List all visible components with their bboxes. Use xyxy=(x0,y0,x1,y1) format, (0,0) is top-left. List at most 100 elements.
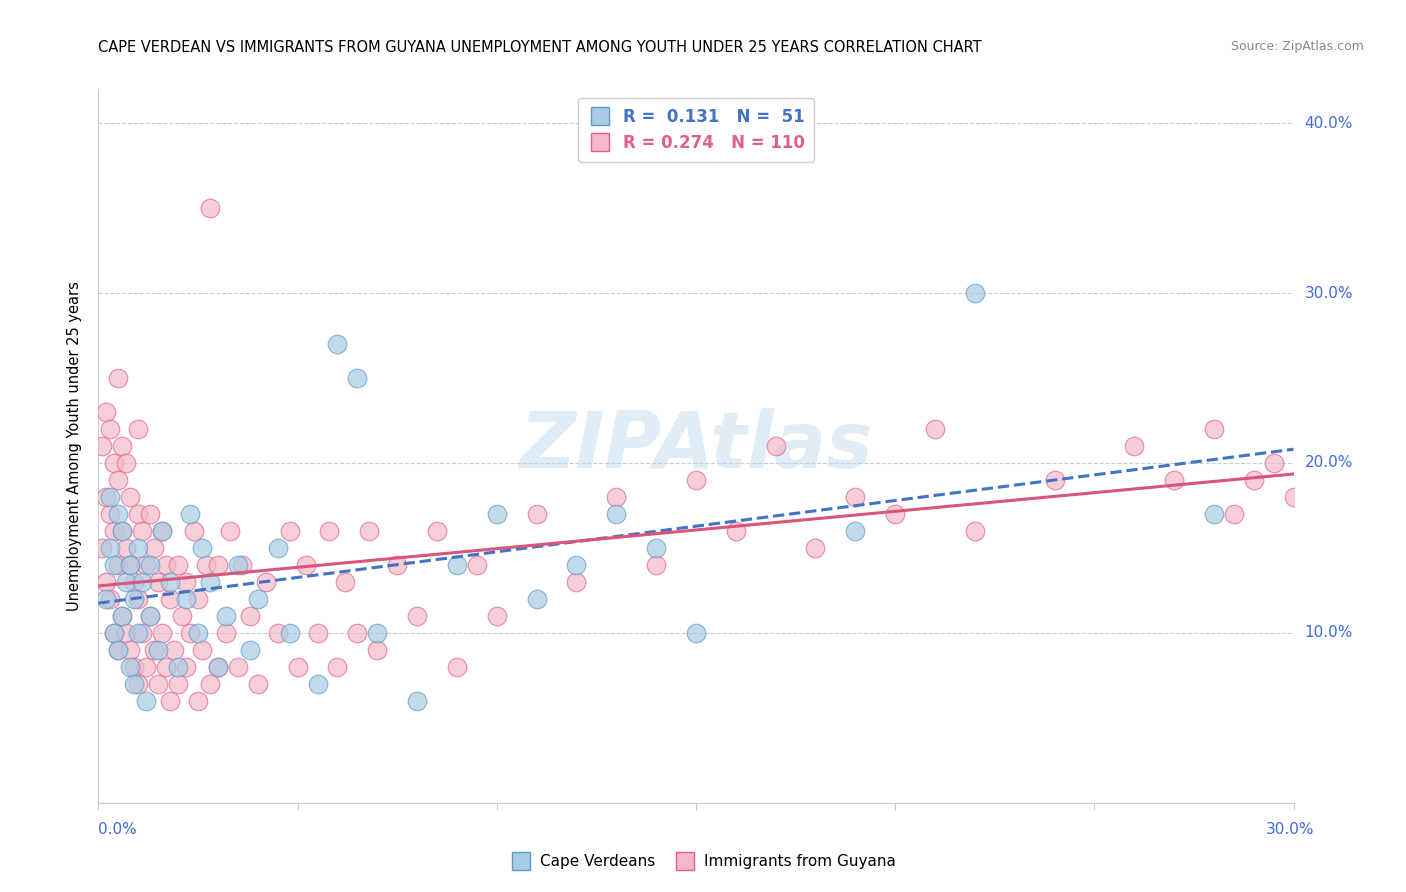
Point xyxy=(239,608,262,623)
Point xyxy=(150,626,173,640)
Point xyxy=(163,643,186,657)
Point xyxy=(1243,473,1265,487)
Point xyxy=(844,490,866,504)
Point xyxy=(135,694,157,708)
Point xyxy=(246,591,269,606)
Point xyxy=(98,591,122,606)
Point xyxy=(1123,439,1146,453)
Point xyxy=(120,558,142,572)
Point xyxy=(685,473,707,487)
Point xyxy=(1222,507,1246,521)
Point xyxy=(924,422,946,436)
Point xyxy=(107,507,129,521)
Point xyxy=(139,558,162,572)
Point xyxy=(565,574,588,589)
Point xyxy=(111,439,134,453)
Point xyxy=(172,608,194,623)
Text: ZIPAtlas: ZIPAtlas xyxy=(519,408,873,484)
Point xyxy=(246,677,269,691)
Point xyxy=(226,660,249,674)
Point xyxy=(131,574,153,589)
Point xyxy=(1263,456,1285,470)
Point xyxy=(231,558,253,572)
Point xyxy=(131,524,153,538)
Point xyxy=(96,490,118,504)
Point xyxy=(187,591,209,606)
Point xyxy=(485,507,508,521)
Point xyxy=(183,524,205,538)
Point xyxy=(326,337,349,351)
Legend: R =  0.131   N =  51, R = 0.274   N = 110: R = 0.131 N = 51, R = 0.274 N = 110 xyxy=(578,97,814,161)
Point xyxy=(115,574,138,589)
Point xyxy=(326,660,349,674)
Point xyxy=(318,524,340,538)
Point xyxy=(155,660,177,674)
Point xyxy=(1202,422,1225,436)
Point xyxy=(103,558,125,572)
Point xyxy=(167,677,190,691)
Point xyxy=(127,591,149,606)
Point xyxy=(605,490,627,504)
Point xyxy=(148,677,170,691)
Point xyxy=(645,558,668,572)
Point xyxy=(150,524,173,538)
Point xyxy=(179,626,201,640)
Point xyxy=(465,558,488,572)
Point xyxy=(1302,439,1324,453)
Point xyxy=(98,507,122,521)
Point xyxy=(366,626,388,640)
Point xyxy=(526,591,548,606)
Point xyxy=(884,507,907,521)
Point xyxy=(107,371,129,385)
Point xyxy=(150,524,173,538)
Point xyxy=(446,558,468,572)
Point xyxy=(174,574,197,589)
Point xyxy=(148,574,170,589)
Point xyxy=(267,541,290,555)
Point xyxy=(485,608,508,623)
Point xyxy=(124,660,146,674)
Point xyxy=(127,626,149,640)
Point xyxy=(1322,473,1344,487)
Point xyxy=(191,643,214,657)
Point xyxy=(239,643,262,657)
Point xyxy=(198,677,221,691)
Point xyxy=(191,541,214,555)
Point xyxy=(107,643,129,657)
Point xyxy=(963,286,986,301)
Point xyxy=(765,439,787,453)
Point xyxy=(198,201,221,215)
Point xyxy=(155,558,177,572)
Point xyxy=(215,626,238,640)
Point xyxy=(111,524,134,538)
Point xyxy=(107,643,129,657)
Point xyxy=(91,439,114,453)
Point xyxy=(143,643,166,657)
Point xyxy=(287,660,309,674)
Point xyxy=(127,507,149,521)
Point xyxy=(159,694,181,708)
Point xyxy=(385,558,409,572)
Point xyxy=(115,541,138,555)
Point xyxy=(215,608,238,623)
Point xyxy=(426,524,449,538)
Point xyxy=(174,591,197,606)
Point xyxy=(127,422,149,436)
Point xyxy=(98,422,122,436)
Legend: Cape Verdeans, Immigrants from Guyana: Cape Verdeans, Immigrants from Guyana xyxy=(503,848,903,875)
Point xyxy=(366,643,388,657)
Point xyxy=(127,541,149,555)
Point xyxy=(107,558,129,572)
Point xyxy=(1202,507,1225,521)
Point xyxy=(98,541,122,555)
Point xyxy=(335,574,357,589)
Point xyxy=(207,660,229,674)
Text: Source: ZipAtlas.com: Source: ZipAtlas.com xyxy=(1230,40,1364,54)
Point xyxy=(120,660,142,674)
Text: 30.0%: 30.0% xyxy=(1267,822,1315,837)
Point xyxy=(346,371,368,385)
Point xyxy=(159,591,181,606)
Point xyxy=(294,558,316,572)
Point xyxy=(219,524,242,538)
Point xyxy=(254,574,277,589)
